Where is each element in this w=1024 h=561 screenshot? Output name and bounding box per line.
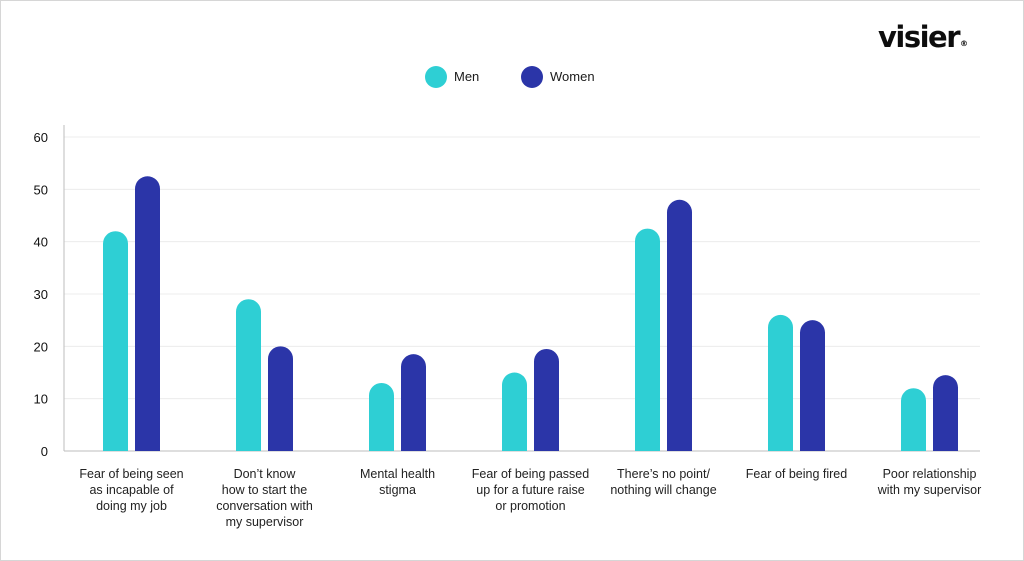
x-category-label: Mental health: [360, 467, 435, 481]
bar-men-2: [369, 382, 394, 451]
bar-men-1: [235, 299, 261, 451]
x-category-label: doing my job: [96, 499, 167, 513]
x-category-label: with my supervisor: [877, 483, 982, 497]
x-category-label: Fear of being passed: [472, 467, 589, 481]
bar-women-0: [135, 176, 160, 451]
x-category-label: how to start the: [222, 483, 308, 497]
y-tick-label: 10: [34, 392, 48, 407]
bar-men-6: [901, 388, 926, 451]
x-category-label: conversation with: [216, 499, 313, 513]
x-category-label: or promotion: [495, 499, 565, 513]
bar-women-3: [534, 348, 559, 451]
y-tick-label: 20: [34, 339, 48, 354]
x-category-label: Don’t know: [234, 467, 297, 481]
x-category-label: Poor relationship: [883, 467, 977, 481]
x-category-label: Fear of being seen: [79, 467, 183, 481]
logo-text: visier: [878, 20, 961, 54]
x-category-label: nothing will change: [610, 483, 716, 497]
bar-men-4: [635, 228, 660, 451]
legend-swatch-women: [521, 66, 543, 88]
x-category-label: up for a future raise: [476, 483, 584, 497]
registered-mark: ®: [960, 39, 969, 48]
x-category-label: Fear of being fired: [746, 467, 847, 481]
y-tick-label: 40: [34, 235, 48, 250]
bar-men-5: [768, 314, 793, 451]
bar-men-0: [103, 231, 128, 451]
visier-logo: visier®: [878, 20, 968, 54]
bar-women-5: [800, 320, 825, 451]
y-tick-label: 30: [34, 287, 48, 302]
x-category-label: as incapable of: [89, 483, 174, 497]
x-category-label: my supervisor: [226, 515, 304, 529]
bar-women-2: [401, 354, 426, 451]
bar-women-6: [933, 375, 958, 451]
y-tick-label: 50: [34, 182, 48, 197]
x-category-label: There’s no point/: [617, 467, 710, 481]
x-category-label: stigma: [379, 483, 416, 497]
bar-women-4: [667, 199, 692, 451]
legend-swatch-men: [425, 66, 447, 88]
y-tick-label: 0: [41, 444, 48, 459]
bar-men-3: [502, 372, 527, 451]
y-tick-label: 60: [34, 130, 48, 145]
legend-label-men: Men: [454, 69, 480, 84]
bar-women-1: [268, 346, 293, 451]
legend-label-women: Women: [550, 69, 595, 84]
